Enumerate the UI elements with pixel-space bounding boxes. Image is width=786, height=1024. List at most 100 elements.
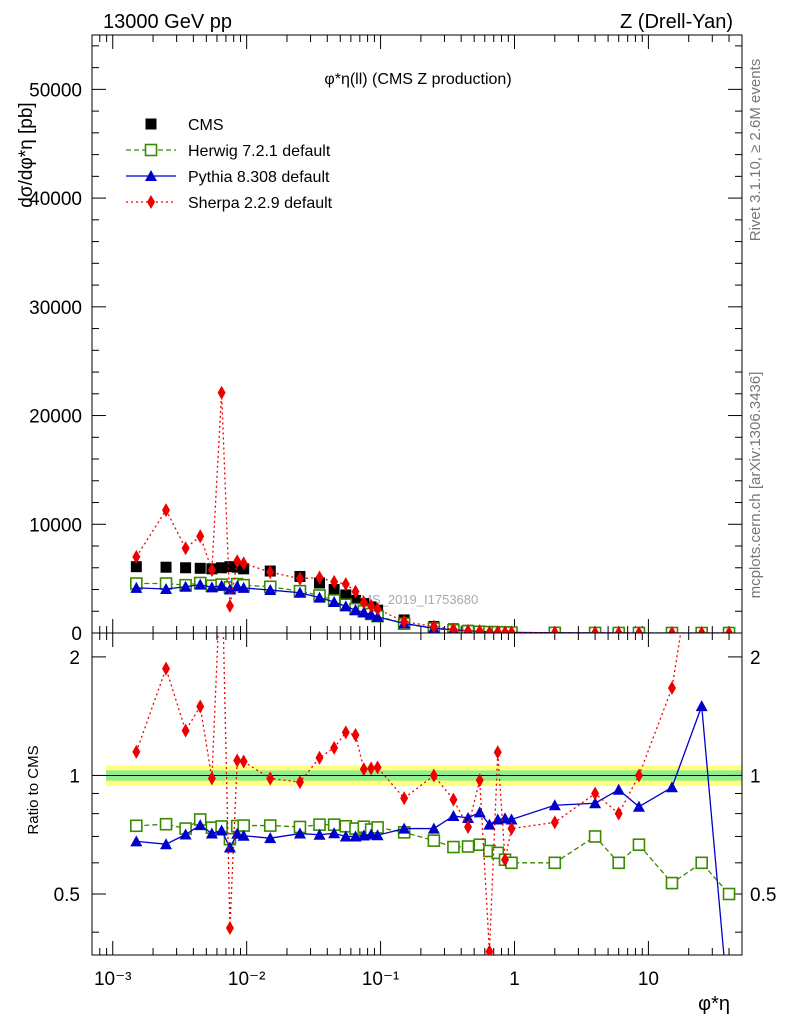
ratio-point-herwig <box>447 840 460 854</box>
legend-label-cms: CMS <box>188 117 224 134</box>
ratio-point-pythia <box>223 841 236 853</box>
point-sherpa <box>225 598 234 613</box>
ratio-point-sherpa <box>429 768 438 783</box>
ratio-point-pythia <box>215 824 228 836</box>
ratio-point-sherpa <box>341 725 350 740</box>
point-pythia <box>205 581 218 593</box>
point-pythia <box>293 586 306 598</box>
ratio-line-pythia <box>136 705 725 955</box>
point-sherpa <box>330 574 339 589</box>
ratio-point-pythia <box>632 800 645 812</box>
point-sherpa <box>295 571 304 586</box>
point-sherpa <box>725 625 734 633</box>
x-tick-label: 1 <box>509 969 520 990</box>
ratio-point-sherpa <box>239 754 248 769</box>
header-right: Z (Drell-Yan) <box>620 11 733 33</box>
series-line-sherpa <box>135 392 730 633</box>
y-tick-label: 50000 <box>29 80 82 101</box>
ylabel-bottom: Ratio to CMS <box>25 745 42 834</box>
ratio-point-pythia <box>612 783 625 795</box>
point-sherpa <box>233 554 242 569</box>
ratio-point-sherpa <box>449 792 458 807</box>
ratio-point-sherpa <box>181 723 190 738</box>
ratio-point-herwig <box>237 819 250 832</box>
point-sherpa <box>359 595 368 610</box>
point-cms <box>224 561 236 573</box>
y-tick-label: 0.5 <box>750 885 776 906</box>
ratio-point-sherpa <box>367 761 376 776</box>
point-sherpa <box>634 625 643 633</box>
point-cms <box>160 561 172 573</box>
ratio-point-sherpa <box>634 768 643 783</box>
point-pythia <box>194 578 207 590</box>
point-cms <box>328 584 340 596</box>
ratio-point-pythia <box>473 806 486 818</box>
ratio-point-pythia <box>313 828 326 840</box>
ratio-point-sherpa <box>330 740 339 755</box>
ratio-point-pythia <box>293 827 306 839</box>
legend-marker-pythia <box>145 170 157 181</box>
ratio-point-herwig <box>130 819 143 833</box>
ratio-point-pythia <box>264 832 277 844</box>
watermark: CMS_2019_I1753680 <box>352 592 479 607</box>
ratio-point-herwig <box>722 887 736 901</box>
point-pythia <box>215 579 228 591</box>
point-pythia <box>264 584 277 596</box>
y-tick-label: 0 <box>71 624 82 645</box>
x-tick-label: 10⁻³ <box>94 969 132 990</box>
ratio-panel: 10⁻³ 10⁻² 10⁻¹ 1 10 0.5 0.5 1 1 2 2 <box>54 545 776 990</box>
ratio-point-sherpa <box>295 775 304 790</box>
ratio-point-herwig <box>159 817 173 831</box>
ratio-point-pythia <box>483 818 496 830</box>
point-pythia <box>223 583 236 595</box>
point-cms <box>340 589 352 601</box>
point-sherpa <box>507 625 516 633</box>
ratio-point-sherpa <box>196 699 205 714</box>
y-tick-label: 1 <box>69 766 80 787</box>
ratio-point-sherpa <box>493 745 502 760</box>
ratio-point-pythia <box>339 830 352 842</box>
point-cms <box>180 562 192 574</box>
point-pythia <box>313 591 326 603</box>
point-sherpa <box>132 549 141 564</box>
point-pythia <box>357 606 370 618</box>
legend-label-pythia: Pythia 8.308 default <box>188 169 330 186</box>
ratio-point-pythia <box>349 830 362 842</box>
ratio-point-herwig <box>427 834 441 847</box>
point-sherpa <box>181 541 190 556</box>
ratio-point-pythia <box>130 835 143 847</box>
point-cms <box>216 562 228 574</box>
ratio-point-herwig <box>263 819 277 832</box>
point-sherpa <box>315 570 324 585</box>
ratio-point-sherpa <box>233 753 242 768</box>
y-tick-label: 20000 <box>29 407 82 428</box>
point-sherpa <box>501 625 510 633</box>
ratio-point-sherpa <box>507 821 516 836</box>
ratio-point-herwig <box>588 830 602 843</box>
y-tick-label: 30000 <box>29 298 82 319</box>
ratio-point-sherpa <box>218 545 226 559</box>
ratio-point-sherpa <box>225 920 234 935</box>
point-pythia <box>371 610 384 622</box>
ratio-point-pythia <box>371 829 384 841</box>
point-sherpa <box>207 562 216 577</box>
point-sherpa <box>341 577 350 592</box>
point-sherpa <box>162 503 171 518</box>
point-sherpa <box>196 529 205 544</box>
point-pythia <box>130 581 143 593</box>
point-sherpa <box>400 614 409 629</box>
ratio-point-sherpa <box>591 786 600 801</box>
ratio-point-sherpa <box>667 681 676 696</box>
ratio-point-sherpa <box>162 661 171 676</box>
ratio-point-herwig <box>313 818 326 831</box>
ratio-point-herwig <box>612 856 625 870</box>
ratio-point-herwig <box>695 856 708 870</box>
ratio-point-pythia <box>194 819 207 831</box>
ratio-point-pythia <box>695 700 708 712</box>
y-tick-label: 0.5 <box>54 885 80 906</box>
point-sherpa <box>351 584 360 599</box>
point-sherpa <box>367 598 376 613</box>
point-sherpa <box>667 625 676 633</box>
point-sherpa <box>464 623 473 633</box>
